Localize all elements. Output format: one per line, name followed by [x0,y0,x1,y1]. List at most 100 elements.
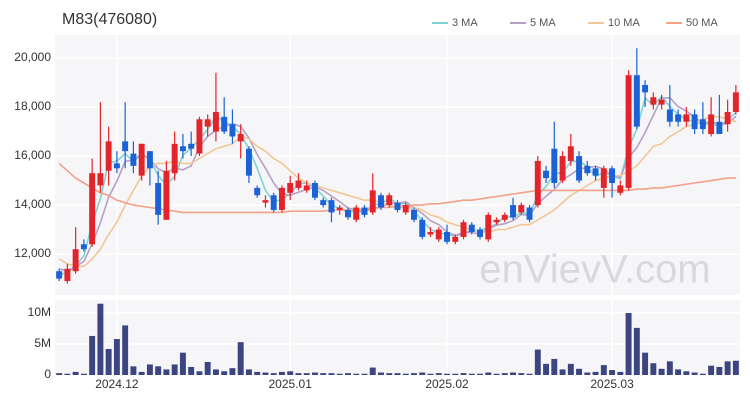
volume-bar [80,373,87,375]
volume-bar [171,364,178,375]
candle-body [584,165,591,174]
volume-bar [609,370,616,375]
candle-body [691,114,698,130]
candle-body [468,224,475,233]
volume-bar [732,360,739,375]
volume-bar [245,369,252,375]
volume-bar [584,372,591,375]
volume-bar [196,371,203,375]
volume-bar [543,363,550,375]
volume-bar [666,361,673,375]
candle-body [311,183,318,198]
volume-bar [378,372,384,375]
candle-body [609,168,616,184]
legend-label: 3 MA [452,17,478,29]
candle-body [369,190,376,213]
volume-bar [105,348,112,375]
volume-bar [122,325,129,375]
candle-body [435,229,442,240]
volume-bar [113,339,120,375]
volume-bar [97,303,104,375]
y-tick-label: 20,000 [14,50,51,64]
volume-bar [460,373,467,375]
volume-bar [675,369,682,375]
candle-body [155,183,162,215]
candle-body [113,163,120,169]
candle-body [493,219,500,223]
watermark: enVievV.com [479,248,710,292]
y-tick-label: 14,000 [14,197,51,211]
volume-bar [518,373,525,375]
volume-bar [567,363,574,375]
candle-body [378,195,384,208]
volume-bar [155,366,162,375]
candle-body [287,183,294,193]
candle-body [89,173,96,245]
volume-bar [592,371,599,375]
volume-bar [311,372,318,375]
candle-body [625,75,632,188]
candle-body [394,202,401,210]
candle-body [559,156,566,181]
volume-bar [138,371,145,375]
candle-body [146,151,153,169]
volume-bar [287,371,294,375]
volume-bar [576,368,583,375]
candle-body [320,200,327,206]
candle-body [444,232,450,242]
candle-body [501,214,508,220]
candle-body [221,116,228,132]
candle-body [485,214,492,240]
legend-label: 50 MA [686,17,718,29]
candle-body [262,200,269,203]
legend-label: 10 MA [608,17,640,29]
candle-body [122,141,129,152]
volume-bar [642,352,649,375]
volume-bar [650,363,657,375]
candle-body [204,119,211,127]
candle-body [658,99,665,105]
volume-bar [633,327,640,375]
volume-bar [386,373,393,375]
candle-body [460,222,467,237]
candle-body [56,271,63,279]
candle-body [567,146,574,161]
volume-bar [658,368,665,375]
candle-body [699,119,706,130]
candle-body [179,146,186,152]
candle-body [212,111,219,132]
volume-bar [559,369,566,375]
candle-body [551,148,558,184]
volume-bar [699,373,706,375]
y-tick-label: 0 [44,367,51,381]
candle-body [526,207,533,220]
volume-bar [303,373,310,375]
volume-bar [452,373,459,375]
candle-body [576,156,583,181]
volume-bar [229,368,236,375]
candle-body [163,170,170,220]
volume-bar [411,373,417,375]
volume-bar [336,373,343,375]
volume-bar [708,365,715,375]
volume-bar [146,364,153,375]
candle-body [229,124,236,137]
candle-body [633,75,640,127]
candle-body [427,232,434,235]
candle-body [452,236,459,242]
volume-bar [468,373,475,375]
volume-bar [72,371,79,375]
x-tick-label: 2025.02 [425,377,469,391]
candle-body [345,209,351,218]
volume-bar [212,369,219,375]
candle-body [336,207,343,210]
candle-body [411,209,417,220]
volume-bar [345,373,351,375]
candle-body [617,185,624,193]
volume-bar [534,349,541,375]
volume-bar [444,373,450,375]
candle-body [303,185,310,191]
chart-title: M83(476080) [62,11,157,28]
volume-bar [130,366,137,375]
